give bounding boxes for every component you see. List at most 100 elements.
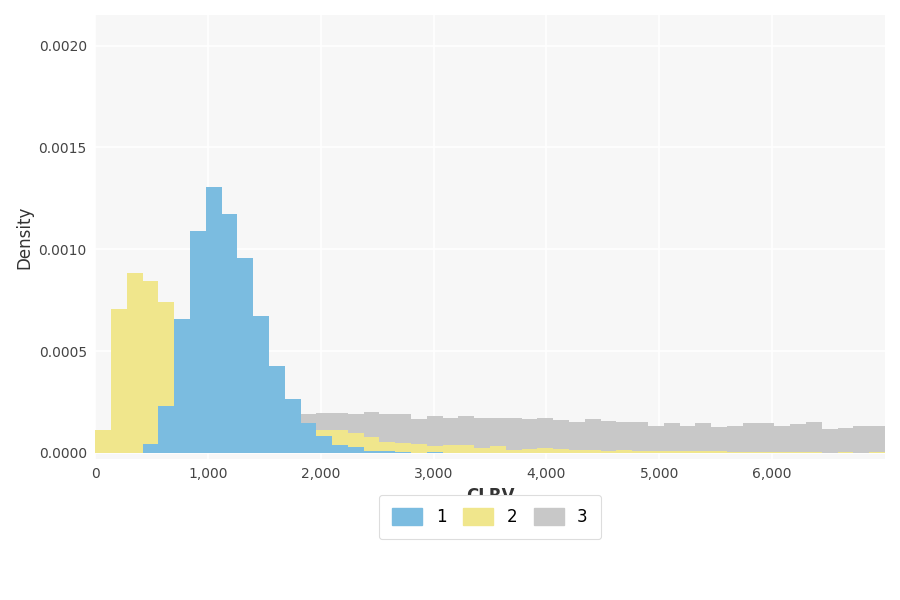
Bar xyxy=(742,452,759,453)
Bar xyxy=(411,419,427,453)
Bar xyxy=(348,447,364,453)
Bar xyxy=(711,427,727,453)
Bar xyxy=(190,349,206,453)
Bar xyxy=(348,433,364,453)
Bar xyxy=(664,424,680,453)
Bar xyxy=(443,418,458,453)
Bar xyxy=(632,422,648,453)
Bar xyxy=(680,427,696,453)
Bar xyxy=(554,421,569,453)
Bar xyxy=(142,449,158,453)
Bar xyxy=(585,419,600,453)
Bar xyxy=(680,451,696,453)
Bar xyxy=(696,423,711,453)
Bar xyxy=(158,406,174,453)
Bar xyxy=(427,446,443,453)
Bar xyxy=(759,422,774,453)
Bar xyxy=(316,436,332,453)
Bar xyxy=(174,444,190,453)
Bar xyxy=(443,445,458,453)
Bar xyxy=(238,397,253,453)
Bar xyxy=(269,365,284,453)
Bar xyxy=(790,424,806,453)
Bar xyxy=(727,452,742,453)
Bar xyxy=(238,258,253,453)
Bar xyxy=(774,452,790,453)
Y-axis label: Density: Density xyxy=(15,205,33,269)
Bar xyxy=(380,442,395,453)
Bar xyxy=(190,231,206,453)
Bar xyxy=(127,273,142,453)
Bar xyxy=(253,402,269,453)
Bar xyxy=(474,448,490,453)
Bar xyxy=(522,419,537,453)
Bar xyxy=(284,399,301,453)
Bar xyxy=(364,451,380,453)
Bar xyxy=(221,415,238,453)
Bar xyxy=(284,413,301,453)
Bar xyxy=(253,316,269,453)
Bar xyxy=(569,451,585,453)
Bar xyxy=(269,412,284,453)
Bar xyxy=(332,445,348,453)
Bar xyxy=(221,380,238,453)
Bar xyxy=(790,452,806,453)
Bar xyxy=(316,413,332,453)
Bar xyxy=(332,430,348,453)
Bar xyxy=(506,418,522,453)
Bar xyxy=(600,451,617,453)
Bar xyxy=(742,424,759,453)
Bar xyxy=(221,214,238,453)
Bar xyxy=(522,449,537,453)
Bar xyxy=(458,416,474,453)
Bar xyxy=(648,451,664,453)
Bar xyxy=(648,426,664,453)
Bar xyxy=(806,452,822,453)
Bar xyxy=(616,422,632,453)
Bar xyxy=(127,452,142,453)
Bar xyxy=(206,187,221,453)
Bar xyxy=(822,429,838,453)
Bar xyxy=(727,426,742,453)
Bar xyxy=(616,450,632,453)
Bar xyxy=(427,416,443,453)
Bar xyxy=(838,452,853,453)
Bar xyxy=(506,451,522,453)
Bar xyxy=(316,430,332,453)
Bar xyxy=(364,412,380,453)
Bar xyxy=(380,451,395,453)
Bar xyxy=(190,442,206,453)
Bar xyxy=(537,418,554,453)
Bar xyxy=(332,413,348,453)
Bar xyxy=(664,451,680,453)
Bar xyxy=(395,414,411,453)
Bar xyxy=(206,422,221,453)
Legend: 1, 2, 3: 1, 2, 3 xyxy=(379,494,601,539)
Bar xyxy=(284,418,301,453)
Bar xyxy=(554,449,569,453)
Bar xyxy=(174,323,190,453)
Bar xyxy=(869,426,885,453)
Bar xyxy=(158,302,174,453)
Bar xyxy=(537,448,554,453)
Bar xyxy=(853,425,869,453)
Bar xyxy=(253,412,269,453)
Bar xyxy=(585,450,600,453)
Bar xyxy=(174,319,190,453)
Bar xyxy=(158,448,174,453)
Bar xyxy=(759,452,774,453)
Bar xyxy=(142,281,158,453)
Bar xyxy=(632,451,648,453)
Bar xyxy=(474,418,490,453)
Bar xyxy=(711,451,727,453)
Bar xyxy=(696,451,711,453)
X-axis label: CLRV: CLRV xyxy=(466,487,514,505)
Bar xyxy=(380,414,395,453)
Bar xyxy=(411,444,427,453)
Bar xyxy=(458,445,474,453)
Bar xyxy=(269,416,284,453)
Bar xyxy=(301,422,316,453)
Bar xyxy=(600,421,617,453)
Bar xyxy=(774,426,790,453)
Bar xyxy=(301,425,316,453)
